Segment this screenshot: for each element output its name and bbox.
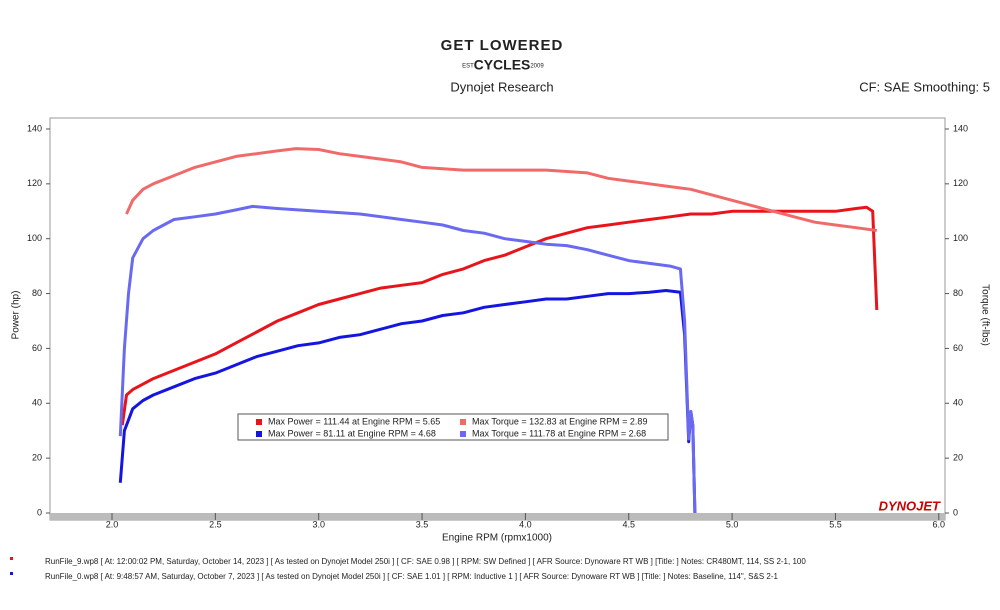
y2-tick-label: 60	[953, 343, 963, 353]
annotation: CF: SAE Smoothing: 5	[859, 79, 990, 94]
logo-bottom: CYCLES	[474, 57, 531, 73]
subtitle: Dynojet Research	[450, 79, 553, 94]
y2-tick-label: 80	[953, 288, 963, 298]
x-tick-label: 3.0	[312, 519, 325, 529]
x-tick-label: 2.0	[106, 519, 119, 529]
y-tick-label: 40	[32, 398, 42, 408]
data-line	[125, 147, 878, 232]
y2-tick-label: 100	[953, 233, 968, 243]
x-axis-band	[50, 513, 945, 520]
y2-tick-label: 140	[953, 123, 968, 133]
logo-top: GET LOWERED	[441, 37, 564, 54]
legend-label: Max Power = 111.44 at Engine RPM = 5.65	[268, 416, 440, 426]
brand-logo: DYNOJET	[879, 498, 941, 513]
logo-est: EST	[462, 64, 474, 70]
legend-swatch	[460, 431, 466, 437]
x-tick-label: 5.0	[726, 519, 739, 529]
x-tick-label: 3.5	[416, 519, 429, 529]
y-tick-label: 0	[37, 507, 42, 517]
x-tick-label: 5.5	[829, 519, 842, 529]
footer-line: RunFile_0.wp8 [ At: 9:48:57 AM, Saturday…	[45, 572, 779, 581]
y2-tick-label: 0	[953, 507, 958, 517]
y-tick-label: 80	[32, 288, 42, 298]
y-tick-label: 100	[27, 233, 42, 243]
y2-tick-label: 120	[953, 178, 968, 188]
legend-swatch	[256, 419, 262, 425]
legend-label: Max Torque = 111.78 at Engine RPM = 2.68	[472, 428, 646, 438]
y-tick-label: 120	[27, 178, 42, 188]
plot-frame	[49, 117, 946, 521]
legend-swatch	[460, 419, 466, 425]
logo-year: 2009	[530, 64, 544, 70]
legend-label: Max Power = 81.11 at Engine RPM = 4.68	[268, 428, 436, 438]
y2-tick-label: 20	[953, 453, 963, 463]
footer-dot	[10, 557, 13, 560]
legend-box	[237, 413, 669, 441]
x-tick-label: 6.0	[933, 519, 946, 529]
footer-dot	[10, 572, 13, 575]
x-tick-label: 4.5	[622, 519, 635, 529]
y-tick-label: 20	[32, 453, 42, 463]
footer-line: RunFile_9.wp8 [ At: 12:00:02 PM, Saturda…	[45, 557, 806, 566]
x-tick-label: 2.5	[209, 519, 222, 529]
y-tick-label: 60	[32, 343, 42, 353]
data-line	[118, 204, 697, 514]
data-line	[120, 205, 879, 426]
legend-label: Max Torque = 132.83 at Engine RPM = 2.89	[472, 416, 647, 426]
x-axis-label: Engine RPM (rpmx1000)	[442, 533, 552, 544]
data-line	[118, 289, 697, 514]
x-tick-label: 4.0	[519, 519, 532, 529]
y2-tick-label: 40	[953, 398, 963, 408]
y-axis-label: Power (hp)	[11, 291, 22, 340]
y2-axis-label: Torque (ft-lbs)	[979, 284, 990, 346]
legend-swatch	[256, 431, 262, 437]
y-tick-label: 140	[27, 123, 42, 133]
